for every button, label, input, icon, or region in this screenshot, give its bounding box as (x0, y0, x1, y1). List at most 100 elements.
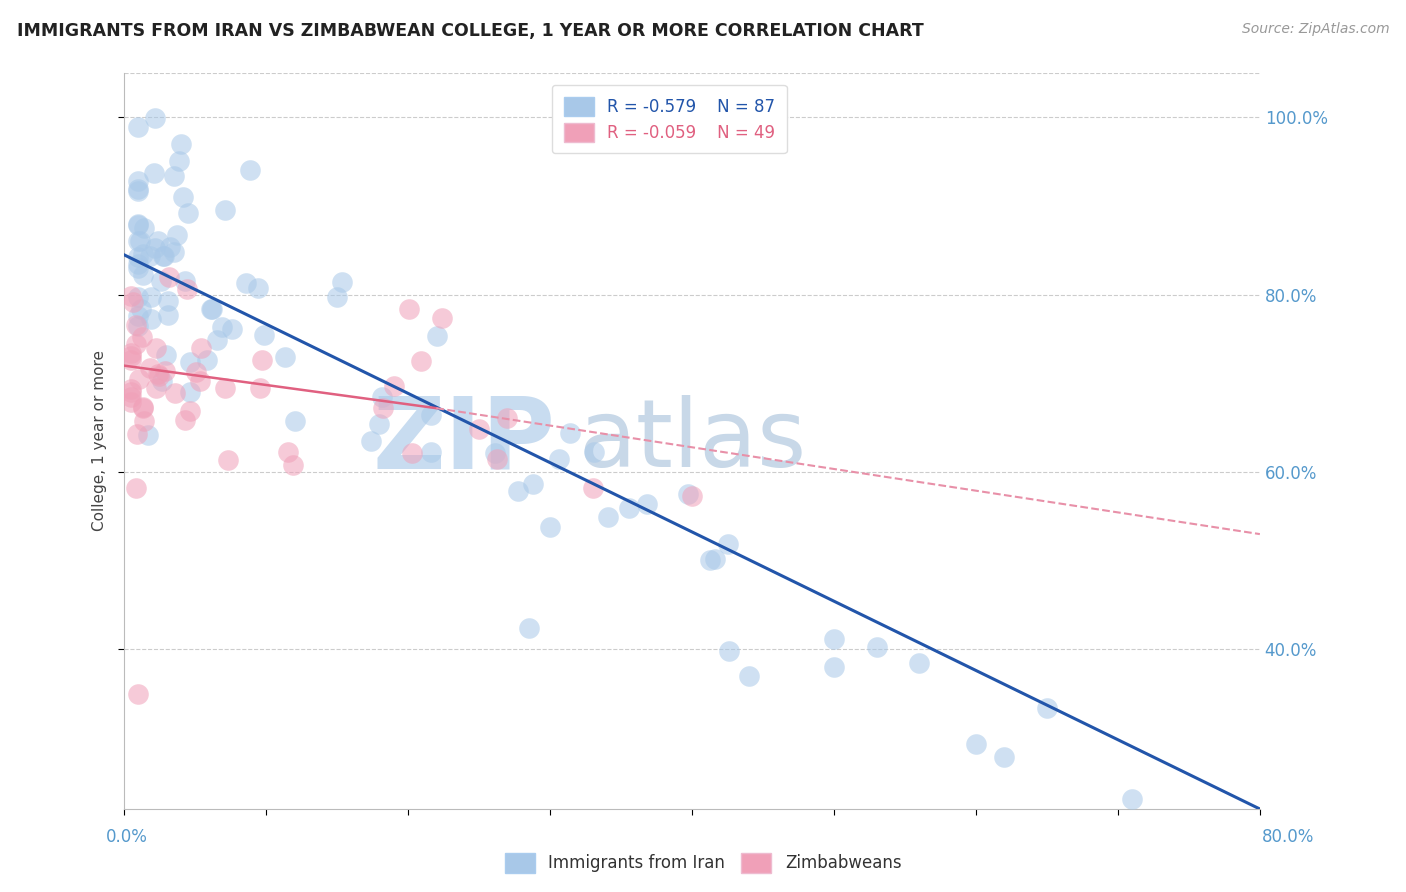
Point (547, 451, 569, 466)
Point (371, 390, 394, 404)
Point (371, 401, 394, 415)
Point (217, 453, 239, 467)
Point (398, 302, 420, 317)
Legend: R = -0.579    N = 87, R = -0.059    N = 49: R = -0.579 N = 87, R = -0.059 N = 49 (553, 85, 786, 153)
Point (195, 353, 218, 368)
Text: atlas: atlas (578, 395, 807, 487)
Point (496, 411, 519, 425)
Point (166, 228, 188, 243)
Point (170, 136, 193, 151)
Point (519, 621, 541, 635)
Point (190, 341, 212, 355)
Point (738, 669, 761, 683)
Point (165, 386, 187, 401)
Point (145, 342, 167, 356)
Point (120, 353, 142, 368)
Point (360, 434, 382, 448)
Point (179, 403, 201, 417)
Point (174, 413, 197, 427)
Point (157, 269, 180, 284)
Point (676, 487, 699, 501)
Point (1121, 792, 1143, 806)
Point (127, 184, 149, 198)
Point (235, 276, 257, 290)
Point (508, 483, 530, 498)
Point (127, 318, 149, 333)
Text: Source: ZipAtlas.com: Source: ZipAtlas.com (1241, 22, 1389, 37)
Point (699, 553, 721, 567)
Point (207, 333, 229, 347)
Point (426, 328, 449, 343)
Text: 80.0%: 80.0% (1263, 828, 1315, 846)
Point (128, 372, 150, 386)
Point (120, 390, 142, 404)
Point (134, 220, 156, 235)
Point (156, 294, 179, 309)
Point (138, 428, 160, 442)
Point (486, 452, 509, 467)
Point (484, 446, 506, 460)
Point (125, 426, 148, 441)
Point (538, 520, 561, 534)
Point (129, 301, 152, 316)
Point (127, 182, 149, 196)
Point (176, 282, 198, 296)
Point (143, 241, 166, 255)
Point (582, 445, 605, 459)
Point (120, 349, 142, 363)
Point (163, 169, 186, 183)
Point (148, 369, 170, 384)
Point (221, 322, 243, 336)
Point (132, 246, 155, 260)
Point (152, 249, 174, 263)
Point (146, 367, 169, 381)
Point (274, 351, 297, 365)
Point (120, 384, 142, 399)
Point (560, 426, 582, 441)
Point (132, 401, 155, 416)
Point (143, 166, 166, 180)
Point (172, 190, 194, 204)
Point (173, 274, 195, 288)
Point (139, 360, 162, 375)
Point (177, 205, 200, 219)
Point (823, 632, 845, 647)
Point (167, 154, 190, 169)
Point (246, 281, 269, 295)
Point (617, 500, 640, 515)
Point (146, 235, 169, 249)
Point (468, 422, 491, 436)
Point (581, 481, 603, 495)
Point (139, 290, 162, 304)
Point (330, 275, 353, 289)
Point (127, 219, 149, 233)
Point (152, 250, 174, 264)
Point (128, 234, 150, 248)
Legend: Immigrants from Iran, Zimbabweans: Immigrants from Iran, Zimbabweans (498, 847, 908, 880)
Point (131, 330, 153, 344)
Point (908, 656, 931, 670)
Point (141, 312, 163, 326)
Point (283, 458, 305, 472)
Point (155, 348, 177, 362)
Point (120, 394, 142, 409)
Point (411, 354, 433, 368)
Point (250, 352, 273, 367)
Point (681, 489, 703, 503)
Point (382, 379, 405, 393)
Point (718, 644, 741, 658)
Point (419, 445, 441, 459)
Point (132, 400, 155, 414)
Point (636, 497, 658, 511)
Point (1036, 701, 1059, 715)
Point (127, 174, 149, 188)
Point (865, 640, 887, 654)
Point (150, 374, 173, 388)
Point (159, 239, 181, 253)
Point (127, 687, 149, 701)
Point (367, 417, 389, 431)
Point (186, 365, 208, 379)
Text: ZIP: ZIP (373, 392, 555, 490)
Point (120, 289, 142, 303)
Point (598, 510, 620, 524)
